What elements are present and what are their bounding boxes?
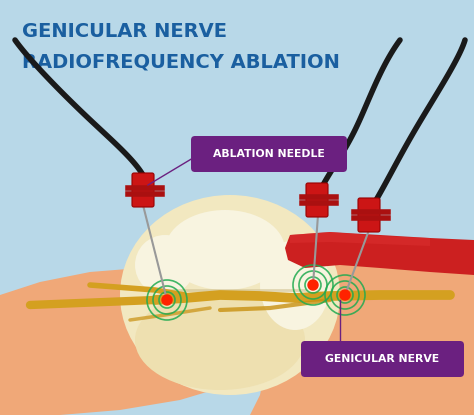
Text: ABLATION NEEDLE: ABLATION NEEDLE [213,149,325,159]
Ellipse shape [135,290,305,390]
FancyBboxPatch shape [306,183,328,217]
FancyBboxPatch shape [301,341,464,377]
Circle shape [308,280,318,290]
Ellipse shape [260,240,330,330]
FancyBboxPatch shape [191,136,347,172]
Text: RADIOFREQUENCY ABLATION: RADIOFREQUENCY ABLATION [22,52,340,71]
Polygon shape [290,232,430,246]
Circle shape [162,295,172,305]
Ellipse shape [120,195,340,395]
Text: GENICULAR NERVE: GENICULAR NERVE [22,22,227,41]
Ellipse shape [165,210,285,290]
FancyBboxPatch shape [358,198,380,232]
Ellipse shape [135,235,195,295]
Polygon shape [285,232,474,275]
Polygon shape [250,245,474,415]
FancyBboxPatch shape [132,173,154,207]
Text: GENICULAR NERVE: GENICULAR NERVE [325,354,439,364]
Polygon shape [0,185,275,415]
Circle shape [340,290,350,300]
